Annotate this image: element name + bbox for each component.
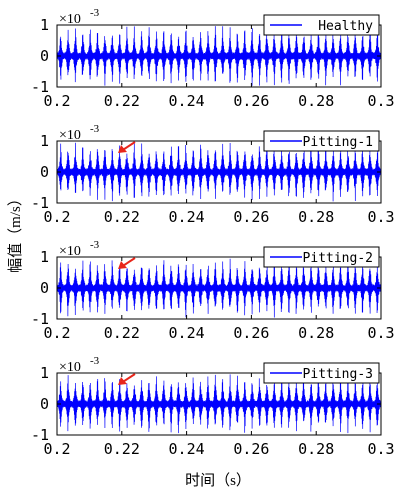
exponent-label: -3 <box>90 239 100 251</box>
exponent-label: -3 <box>90 123 100 135</box>
x-tick-label: 0.28 <box>298 92 334 110</box>
y-tick-label: -1 <box>31 310 49 328</box>
multiplier-label: ×10 <box>59 360 81 375</box>
x-tick-label: 0.2 <box>43 440 70 458</box>
x-tick-label: 0.22 <box>104 440 140 458</box>
signal-line <box>56 374 382 434</box>
y-tick-label: -1 <box>31 194 49 212</box>
subplot-4: 0.2 0.22 0.24 0.26 0.28 0.3 1 0 -1 ×10 -3 Pitting-3 <box>31 355 395 458</box>
x-tick-label: 0.22 <box>104 92 140 110</box>
legend-box <box>263 246 380 268</box>
x-tick-label: 0.26 <box>233 208 269 226</box>
annotation-arrow-head <box>118 145 127 153</box>
legend-label: Pitting-3 <box>303 367 373 382</box>
x-tick-label: 0.26 <box>233 324 269 342</box>
multiplier-label: ×10 <box>59 244 81 259</box>
x-tick-label: 0.28 <box>298 208 334 226</box>
x-tick-label: 0.2 <box>43 92 70 110</box>
x-tick-label: 0.3 <box>367 92 394 110</box>
x-tick-label: 0.2 <box>43 324 70 342</box>
annotation-arrow-head <box>118 261 127 269</box>
subplot-3: 0.2 0.22 0.24 0.26 0.28 0.3 1 0 -1 ×10 -3 Pitting-2 <box>31 239 395 342</box>
exponent-label: -3 <box>90 355 100 367</box>
signal-line <box>56 142 382 202</box>
legend-box <box>263 362 380 384</box>
x-tick-label: 0.28 <box>298 324 334 342</box>
y-tick-label: 1 <box>40 132 49 150</box>
x-tick-label: 0.26 <box>233 440 269 458</box>
x-axis-label: 时间（s） <box>185 472 251 489</box>
y-axis-label: 幅值（m/s） <box>7 191 24 273</box>
multiplier-label: ×10 <box>59 12 81 27</box>
x-tick-label: 0.24 <box>169 208 205 226</box>
x-tick-label: 0.3 <box>367 208 394 226</box>
legend-label: Pitting-1 <box>303 135 373 150</box>
x-tick-label: 0.3 <box>367 440 394 458</box>
y-tick-label: 1 <box>40 248 49 266</box>
y-tick-label: -1 <box>31 78 49 96</box>
signal-line <box>56 26 382 86</box>
x-tick-label: 0.2 <box>43 208 70 226</box>
x-tick-label: 0.22 <box>104 324 140 342</box>
y-tick-label: 0 <box>40 279 49 297</box>
y-tick-label: 0 <box>40 47 49 65</box>
legend-box <box>263 14 380 36</box>
y-tick-label: 1 <box>40 16 49 34</box>
legend-label: Pitting-2 <box>303 251 373 266</box>
y-tick-label: 1 <box>40 364 49 382</box>
y-tick-label: -1 <box>31 426 49 444</box>
x-tick-label: 0.24 <box>169 92 205 110</box>
legend-label: Healthy <box>318 19 373 34</box>
subplot-panels: 0.2 0.22 0.24 0.26 0.28 0.310-1×10 -3Healthy0.… <box>31 7 395 458</box>
exponent-label: -3 <box>90 7 100 19</box>
signal-line <box>56 258 382 318</box>
legend-box <box>263 130 380 152</box>
x-tick-label: 0.3 <box>367 324 394 342</box>
x-tick-label: 0.24 <box>169 324 205 342</box>
y-tick-label: 0 <box>40 163 49 181</box>
annotation-arrow-head <box>118 377 127 385</box>
x-tick-label: 0.24 <box>169 440 205 458</box>
multiplier-label: ×10 <box>59 128 81 143</box>
x-tick-label: 0.22 <box>104 208 140 226</box>
subplot-1: 0.2 0.22 0.24 0.26 0.28 0.3 1 0 -1 ×10 -3 Healthy <box>31 7 395 110</box>
y-tick-label: 0 <box>40 395 49 413</box>
x-tick-label: 0.28 <box>298 440 334 458</box>
subplot-2: 0.2 0.22 0.24 0.26 0.28 0.3 1 0 -1 ×10 -3 Pitting-1 <box>31 123 395 226</box>
x-tick-label: 0.26 <box>233 92 269 110</box>
